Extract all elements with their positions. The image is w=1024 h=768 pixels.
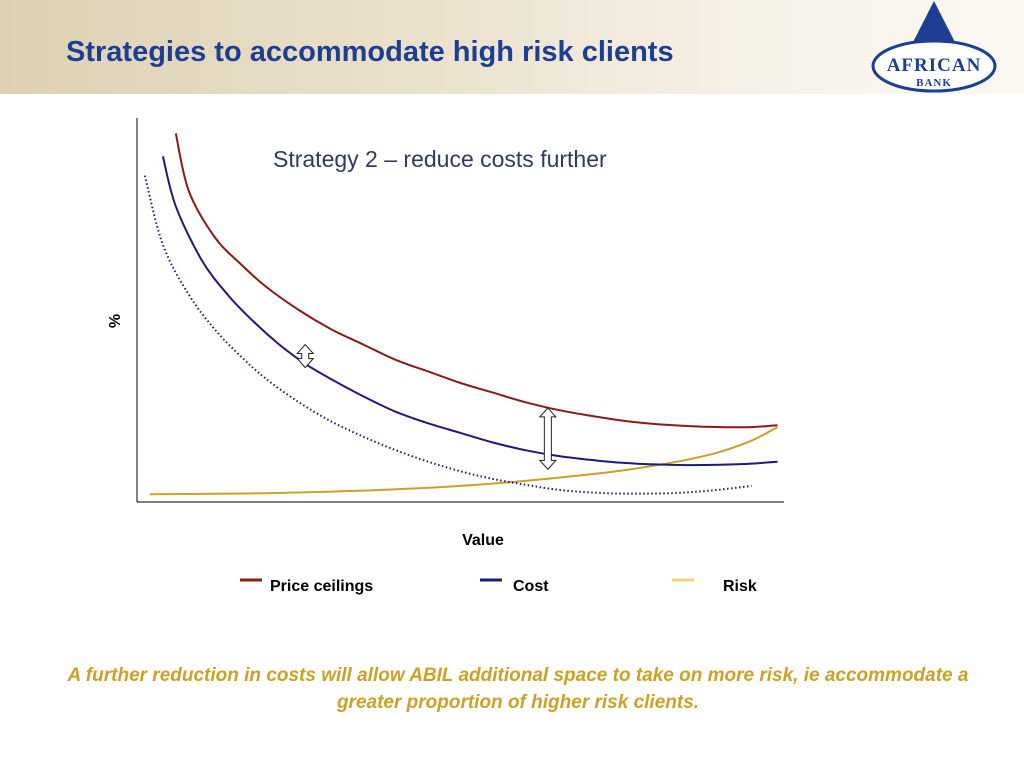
strategy-chart: Strategy 2 – reduce costs further % Valu… [107,118,784,595]
header-band: Strategies to accommodate high risk clie… [0,0,1024,94]
series-line-price-ceilings [174,133,778,429]
african-bank-logo: AFRICAN BANK [871,1,997,93]
series-line-cost-reduced [143,175,752,495]
slide-title: Strategies to accommodate high risk clie… [66,36,674,68]
chart-title: Strategy 2 – reduce costs further [273,146,607,172]
footnote-text: A further reduction in costs will allow … [67,665,969,713]
logo-text-line1: AFRICAN [887,55,982,76]
series-line-cost [161,156,778,467]
x-axis-label: Value [462,532,504,549]
legend-item-cost: Cost [480,578,549,595]
legend: Price ceilings Cost Risk [240,578,757,595]
logo-oval-icon [871,39,997,93]
logo-text-line2: BANK [916,77,952,89]
series-line-risk [149,426,778,496]
legend-label-price-ceilings: Price ceilings [270,578,373,595]
legend-label-risk: Risk [723,578,757,595]
logo-triangle-icon [909,1,959,50]
double-arrow-1 [296,343,315,369]
legend-item-price-ceilings: Price ceilings [240,578,373,595]
legend-item-risk: Risk [672,578,757,595]
legend-label-cost: Cost [513,578,549,595]
double-arrow-2 [538,407,557,471]
y-axis-label: % [107,314,124,328]
